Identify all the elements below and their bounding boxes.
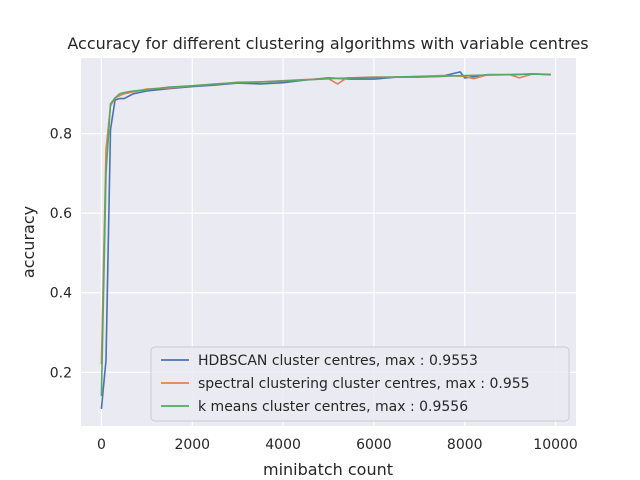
x-tick-label: 0 bbox=[97, 437, 106, 453]
x-tick-label: 6000 bbox=[356, 437, 392, 453]
y-tick-label: 0.6 bbox=[50, 206, 72, 222]
y-tick-label: 0.4 bbox=[50, 286, 72, 302]
x-tick-label: 10000 bbox=[533, 437, 578, 453]
y-tick-label: 0.8 bbox=[50, 127, 72, 143]
legend: HDBSCAN cluster centres, max : 0.9553 spe… bbox=[150, 346, 570, 422]
chart-title: Accuracy for different clustering algori… bbox=[67, 34, 588, 53]
y-tick-label: 0.2 bbox=[50, 365, 72, 381]
axis-ticks: 0 2000 4000 6000 8000 10000 0.2 0.4 0.6 0.8 bbox=[50, 127, 578, 453]
x-axis-label: minibatch count bbox=[263, 460, 393, 479]
series-lines bbox=[100, 71, 552, 409]
series-line-3 bbox=[100, 73, 552, 397]
x-tick-label: 2000 bbox=[174, 437, 210, 453]
legend-label-2: spectral clustering cluster centres, max… bbox=[198, 376, 530, 392]
legend-box bbox=[150, 346, 570, 422]
legend-label-1: HDBSCAN cluster centres, max : 0.9553 bbox=[198, 353, 478, 369]
x-tick-label: 8000 bbox=[447, 437, 483, 453]
y-axis-label: accuracy bbox=[19, 206, 38, 278]
legend-label-3: k means cluster centres, max : 0.9556 bbox=[198, 399, 468, 415]
x-tick-label: 4000 bbox=[265, 437, 301, 453]
